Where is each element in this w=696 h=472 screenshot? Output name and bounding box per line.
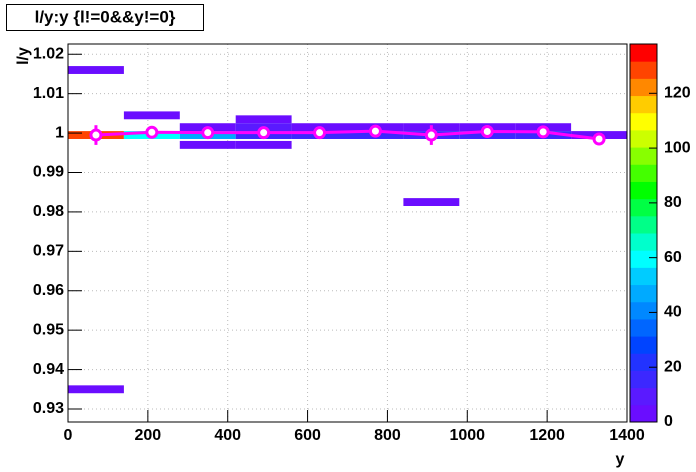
x-tick-label: 1200	[529, 427, 565, 444]
colorbar-band	[630, 164, 657, 182]
heatmap-cell	[179, 140, 236, 149]
colorbar-band	[630, 233, 657, 251]
colorbar-band	[630, 129, 657, 148]
z-tick-label: 20	[664, 358, 682, 375]
heatmap-cell	[403, 198, 460, 206]
colorbar-band	[630, 198, 657, 217]
heatmap-cell	[235, 140, 292, 149]
z-tick-label: 100	[664, 139, 691, 156]
colorbar-band	[630, 61, 657, 79]
x-tick-label: 600	[294, 427, 321, 444]
heatmap-cell	[68, 66, 124, 74]
profile-marker	[313, 126, 327, 140]
colorbar-band	[630, 181, 657, 200]
y-tick-label: 0.99	[33, 164, 64, 181]
z-tick-label: 40	[664, 304, 682, 321]
x-tick-label: 800	[374, 427, 401, 444]
heatmap-cell	[235, 115, 292, 124]
colorbar-band	[630, 336, 657, 354]
y-tick-label: 1.02	[33, 45, 64, 62]
profile-marker	[592, 132, 606, 146]
plot-frame	[67, 43, 628, 423]
colorbar-band	[630, 301, 657, 320]
x-tick-label: 1000	[449, 427, 485, 444]
profile-line	[95, 129, 600, 141]
y-tick-label: 0.96	[33, 282, 64, 299]
x-tick-label: 200	[135, 427, 162, 444]
colorbar-band	[630, 404, 657, 423]
x-tick-label: 1400	[609, 427, 645, 444]
y-tick-label: 0.94	[33, 361, 64, 378]
colorbar-band	[630, 44, 657, 62]
colorbar-band	[630, 147, 657, 165]
y-tick-label: 1.01	[33, 85, 64, 102]
colorbar-band	[630, 215, 657, 234]
y-tick-label: 0.95	[33, 321, 64, 338]
colorbar-band	[630, 250, 657, 268]
y-axis-label: l/y	[15, 47, 32, 65]
heatmap-cell	[123, 111, 180, 120]
plot-area	[68, 44, 627, 422]
z-tick-label: 0	[664, 413, 673, 430]
x-tick-label: 0	[64, 427, 73, 444]
y-tick-label: 1	[55, 124, 64, 141]
profile-marker	[145, 125, 159, 139]
profile-marker	[257, 126, 271, 140]
chart-title: l/y:y {l!=0&&y!=0}	[35, 7, 176, 26]
z-tick-label: 80	[664, 194, 682, 211]
z-tick-label: 120	[664, 85, 691, 102]
z-tick-label: 60	[664, 249, 682, 266]
profile-marker	[480, 125, 494, 139]
heatmap-cell	[68, 385, 124, 394]
colorbar-band	[630, 318, 657, 337]
colorbar-band	[630, 95, 657, 114]
x-tick-label: 400	[214, 427, 241, 444]
colorbar-band	[630, 267, 657, 286]
profile-marker	[201, 126, 215, 140]
profile-marker	[424, 128, 438, 142]
profile-marker	[536, 125, 550, 139]
profile-marker	[368, 124, 382, 138]
y-tick-label: 0.98	[33, 203, 64, 220]
y-tick-label: 0.93	[33, 400, 64, 417]
colorbar-band	[630, 78, 657, 97]
x-axis-label: y	[616, 451, 625, 468]
colorbar-band	[630, 387, 657, 406]
colorbar-band	[630, 353, 657, 371]
y-tick-label: 0.97	[33, 243, 64, 260]
profile-marker	[89, 128, 103, 142]
colorbar-frame	[629, 43, 658, 423]
colorbar-band	[630, 112, 657, 131]
title-box	[6, 4, 204, 31]
colorbar-band	[630, 284, 657, 303]
colorbar-band	[630, 370, 657, 389]
